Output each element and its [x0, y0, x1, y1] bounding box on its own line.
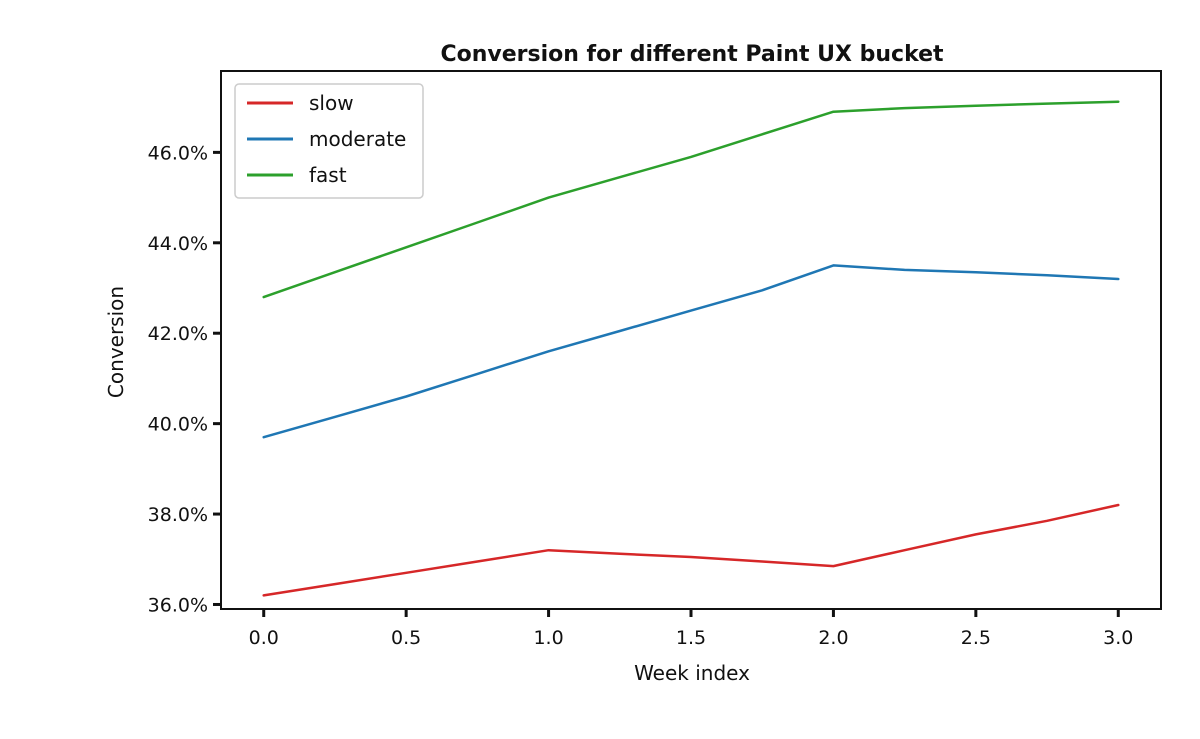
x-tick-label: 1.5 — [676, 627, 706, 649]
y-tick-label: 38.0% — [148, 504, 208, 526]
x-tick-label: 3.0 — [1103, 627, 1133, 649]
x-tick-label: 1.0 — [533, 627, 563, 649]
y-axis-label: Conversion — [104, 286, 128, 398]
x-axis: 0.0 0.5 1.0 1.5 2.0 2.5 3.0 — [249, 609, 1133, 649]
series-layer — [262, 100, 1120, 597]
y-tick-label: 40.0% — [148, 414, 208, 436]
legend: slow moderate fast — [234, 83, 424, 199]
series-line-fast — [262, 100, 1120, 299]
x-tick-label: 2.0 — [818, 627, 848, 649]
y-tick-label: 36.0% — [148, 594, 208, 616]
x-axis-label: Week index — [634, 661, 750, 685]
legend-box — [234, 83, 424, 199]
x-tick-label: 2.5 — [961, 627, 991, 649]
y-tick-label: 42.0% — [148, 323, 208, 345]
x-tick-label: 0.5 — [391, 627, 421, 649]
legend-label-fast: fast — [309, 163, 347, 187]
chart-title: Conversion for different Paint UX bucket — [440, 42, 944, 67]
series-line-moderate — [262, 264, 1120, 439]
y-axis: 36.0% 38.0% 40.0% 42.0% 44.0% 46.0% — [148, 142, 221, 616]
legend-label-moderate: moderate — [309, 127, 406, 151]
y-tick-label: 44.0% — [148, 233, 208, 255]
x-tick-label: 0.0 — [249, 627, 279, 649]
series-line-slow — [262, 503, 1120, 597]
legend-label-slow: slow — [309, 91, 354, 115]
y-tick-label: 46.0% — [148, 142, 208, 164]
